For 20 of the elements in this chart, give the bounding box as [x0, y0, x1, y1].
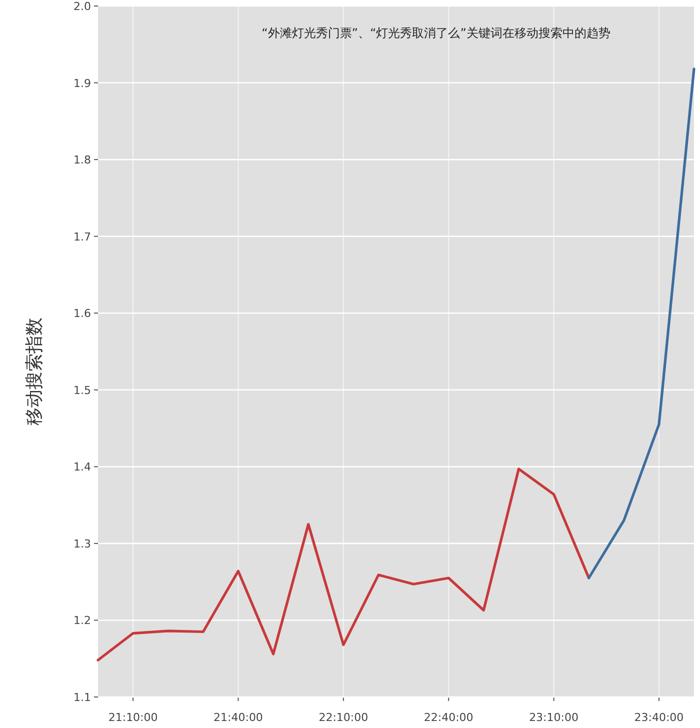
- x-tick-label: 23:10:00: [529, 711, 578, 724]
- x-tick-label: 21:10:00: [108, 711, 158, 724]
- line-series: [588, 68, 696, 580]
- y-tick-label: 1.9: [74, 76, 91, 90]
- x-tick-label: 22:40:00: [424, 711, 474, 724]
- y-tick-label: 1.7: [74, 230, 91, 244]
- line-series: [96, 468, 590, 662]
- y-tick-label: 1.4: [74, 460, 91, 474]
- y-tick-label: 1.1: [74, 691, 91, 704]
- y-tick-label: 1.5: [74, 384, 91, 397]
- x-tick-label: 21:40:00: [214, 711, 263, 724]
- x-tick-label: 23:40:00: [634, 711, 684, 724]
- y-tick-label: 2.0: [74, 0, 91, 13]
- y-tick-label: 1.8: [74, 154, 91, 167]
- y-tick-label: 1.3: [74, 537, 91, 550]
- x-tick-label: 22:10:00: [318, 711, 368, 724]
- text: “外滩灯光秀门票”、“灯光秀取消了么”关键词在移动搜索中的趋势: [262, 26, 610, 40]
- y-tick-label: 1.2: [74, 614, 91, 628]
- y-tick-label: 1.6: [74, 307, 91, 320]
- y-axis-title: 移动搜索指数: [24, 318, 45, 426]
